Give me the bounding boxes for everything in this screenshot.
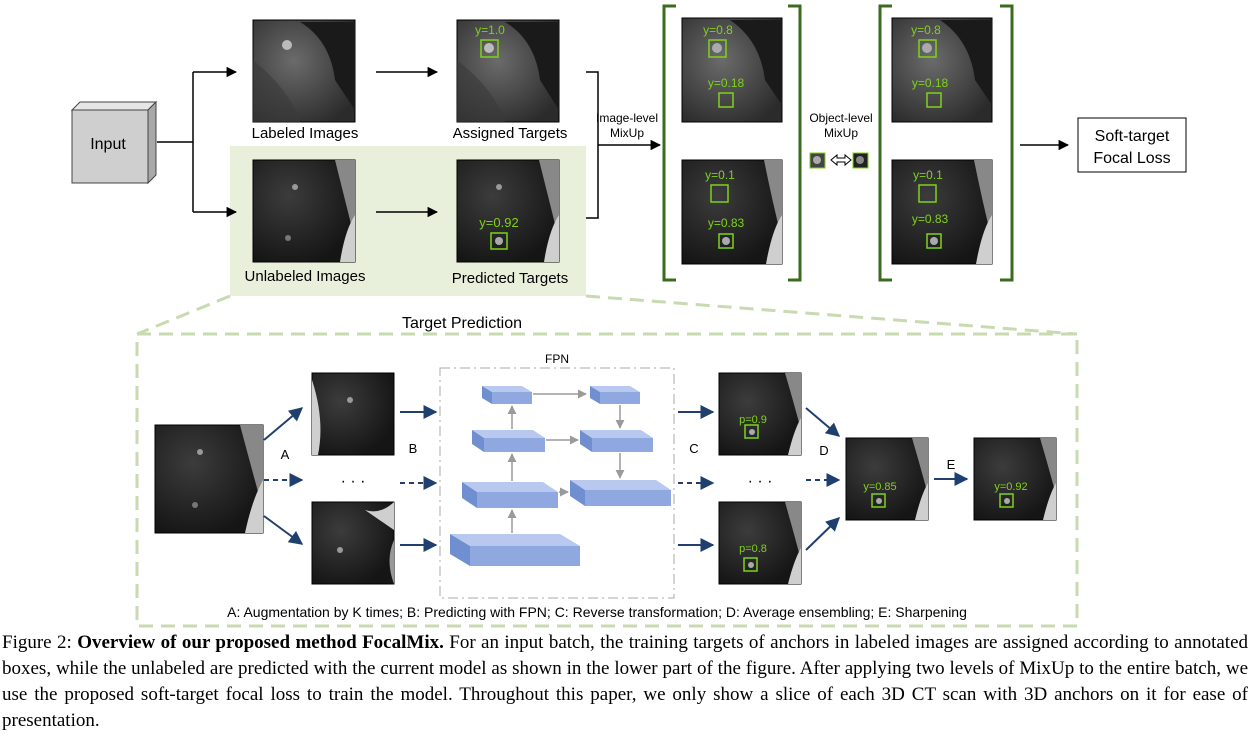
dots: · · · (341, 473, 366, 490)
sharpened-image: y=0.92 (973, 437, 1057, 521)
unlabeled-image (252, 159, 356, 263)
svg-text:y=0.85: y=0.85 (863, 481, 896, 493)
object-mixup-group: y=0.8 y=0.18 y=0.1 y=0.83 (878, 4, 1014, 282)
svg-text:y=0.18: y=0.18 (912, 76, 949, 90)
legend-text: A: Augmentation by K times; B: Predictin… (227, 604, 967, 620)
svg-text:y=0.8: y=0.8 (703, 23, 733, 37)
svg-text:p=0.9: p=0.9 (739, 414, 767, 426)
label-d: D (819, 443, 828, 458)
augmented-image-bottom (311, 501, 395, 585)
arrow (263, 515, 304, 545)
svg-text:y=0.1: y=0.1 (705, 168, 735, 182)
prediction-top: p=0.9 (718, 372, 802, 456)
image-level-label-1: Image-level (596, 111, 658, 125)
image-level-label-2: MixUp (610, 126, 644, 140)
figure-caption: Figure 2: Overview of our proposed metho… (2, 630, 1248, 734)
target-prediction-panel (135, 294, 1079, 628)
svg-text:y=0.83: y=0.83 (708, 216, 745, 230)
target-box (480, 39, 499, 58)
input-label: Input (90, 136, 126, 153)
dots: · · · (748, 473, 773, 490)
assigned-y-label: y=1.0 (475, 23, 505, 37)
input-split-arrows (157, 66, 238, 218)
merge-bracket (586, 71, 662, 219)
assigned-targets-label: Assigned Targets (453, 125, 568, 142)
svg-text:y=0.1: y=0.1 (913, 168, 943, 182)
augmented-image-top (311, 372, 395, 456)
prediction-bottom: p=0.8 (718, 501, 802, 585)
object-level-label-2: MixUp (824, 126, 858, 140)
caption-text: For an input batch, the training targets… (2, 632, 1249, 731)
svg-text:Soft-target: Soft-target (1095, 128, 1170, 145)
image-mixup-group: y=0.8 y=0.18 y=0.1 y=0.83 (662, 4, 802, 282)
fpn-arrows (507, 389, 625, 533)
caption-bold: Overview of our proposed method FocalMix… (77, 632, 444, 653)
predicted-targets-label: Predicted Targets (452, 270, 568, 287)
svg-text:p=0.8: p=0.8 (739, 543, 767, 555)
arrow (805, 517, 841, 551)
fpn-label: FPN (545, 352, 569, 366)
unlabeled-images-label: Unlabeled Images (245, 268, 366, 285)
target-box (490, 232, 508, 250)
label-b: B (409, 441, 418, 456)
svg-text:y=0.83: y=0.83 (912, 212, 949, 226)
svg-text:Focal Loss: Focal Loss (1093, 150, 1170, 167)
assigned-target-image: y=1.0 (456, 19, 560, 123)
loss-box: Soft-target Focal Loss (1077, 117, 1187, 173)
fpn-box (439, 367, 675, 599)
label-a: A (281, 447, 290, 462)
svg-text:y=0.8: y=0.8 (911, 23, 941, 37)
object-level-label-1: Object-level (809, 111, 872, 125)
labeled-images-label: Labeled Images (252, 125, 359, 142)
object-mixup-icon (809, 152, 869, 169)
fpn-blocks (450, 386, 671, 566)
arrow (263, 407, 304, 441)
diagram: Input Labeled Images y=1.0 Assigned Targ… (70, 4, 1187, 628)
predicted-y-label: y=0.92 (479, 215, 518, 230)
arrow (805, 407, 841, 437)
label-c: C (689, 441, 698, 456)
svg-text:y=0.92: y=0.92 (994, 481, 1027, 493)
svg-text:y=0.18: y=0.18 (708, 76, 745, 90)
caption-prefix: Figure 2: (2, 632, 78, 653)
averaged-image: y=0.85 (845, 437, 929, 521)
source-unlabeled-image (154, 424, 264, 534)
label-e: E (947, 457, 956, 472)
target-prediction-title: Target Prediction (402, 315, 522, 332)
input-cube: Input (70, 100, 158, 185)
predicted-target-image: y=0.92 (456, 159, 560, 263)
labeled-image (252, 19, 356, 123)
